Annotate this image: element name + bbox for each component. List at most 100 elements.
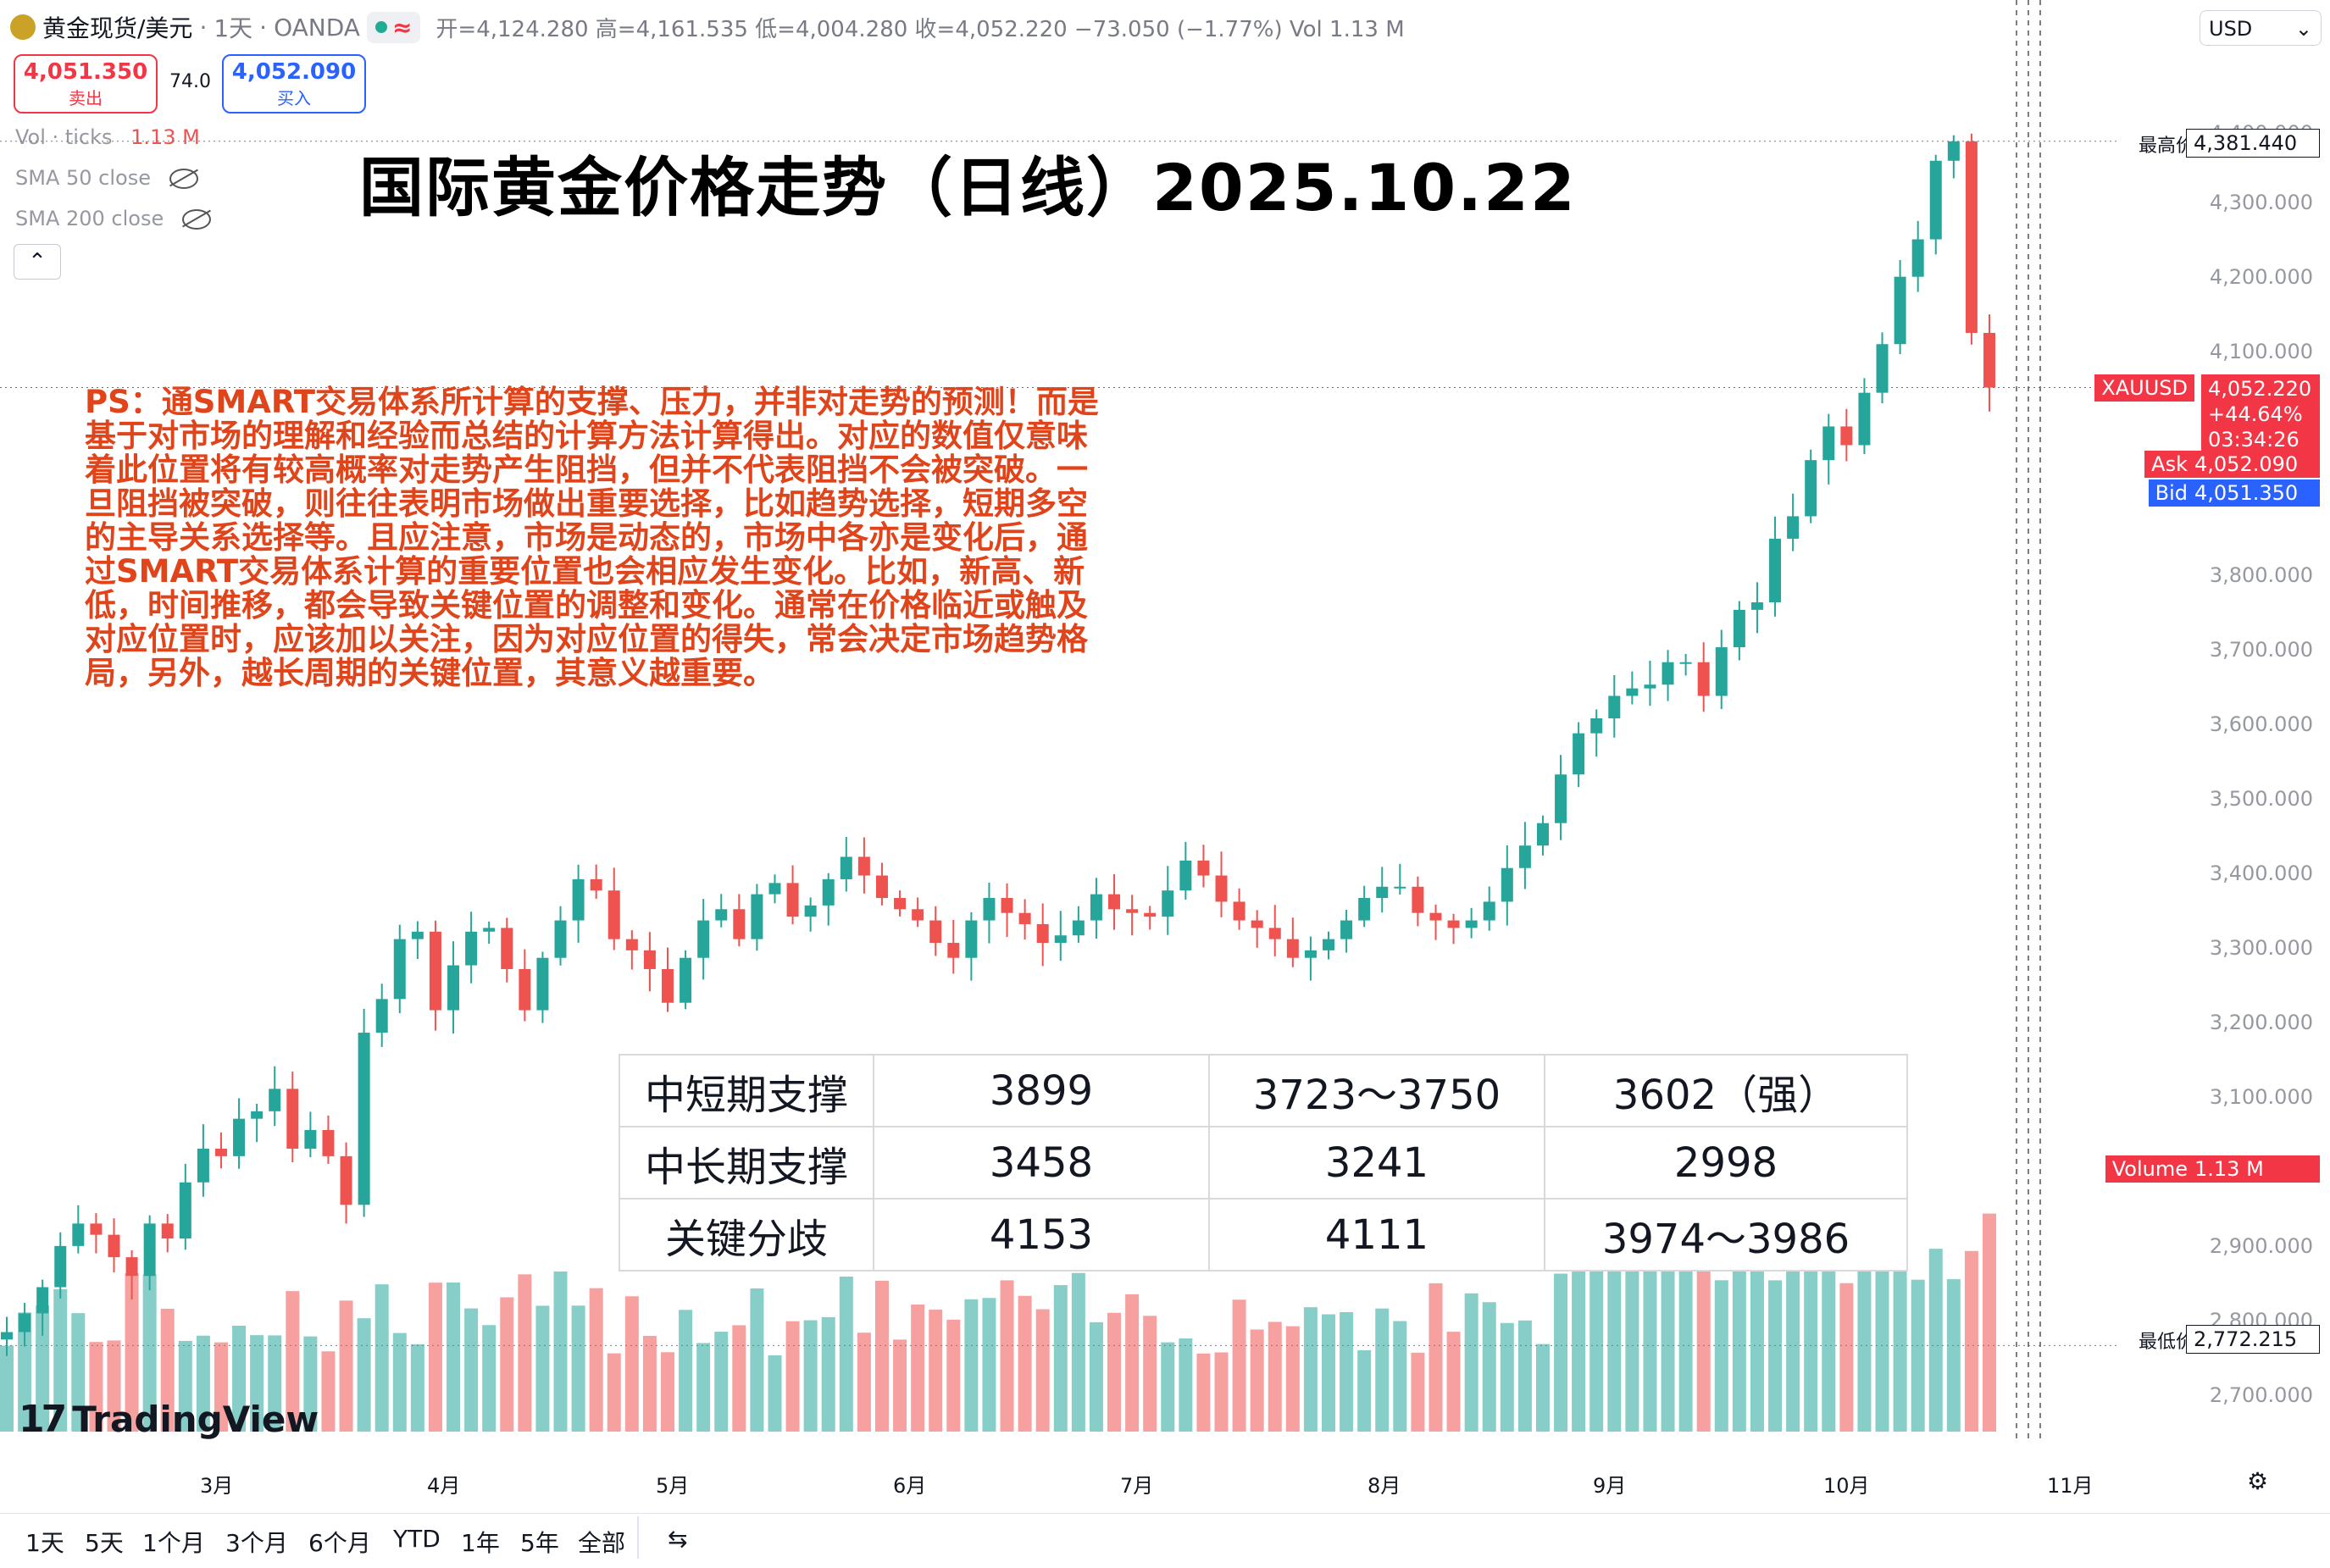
month-label: 10月 (1823, 1474, 1870, 1498)
collapse-indicators-button[interactable]: ⌃ (14, 244, 61, 280)
volume-bar (1696, 1243, 1711, 1432)
candle-body (90, 1223, 103, 1235)
candle-body (501, 928, 513, 969)
gold-icon (10, 14, 36, 40)
hidden-eye-icon[interactable] (169, 169, 198, 189)
tradingview-icon: 17 (19, 1398, 67, 1441)
timeframe-1d[interactable]: 1天 (25, 1529, 64, 1557)
volume-bar (374, 1284, 389, 1432)
volume-bar (1786, 1266, 1800, 1432)
volume-bar (1393, 1321, 1407, 1432)
market-status-badge[interactable]: ≈ (366, 11, 421, 43)
table-row: 关键分歧 4153 4111 3974～3986 (619, 1198, 1908, 1272)
chart-title: 国际黄金价格走势（日线）2025.10.22 (359, 150, 1577, 225)
candle-body (1822, 426, 1835, 461)
indicator-sma50[interactable]: SMA 50 close (15, 166, 198, 190)
volume-bar (178, 1340, 192, 1432)
volume-bar (1143, 1316, 1157, 1432)
candle-body (1769, 538, 1782, 603)
candle-body (1750, 602, 1763, 610)
settings-gear-icon[interactable]: ⚙ (2247, 1467, 2269, 1495)
volume-bar (36, 1305, 50, 1432)
timeframe-all[interactable]: 全部 (578, 1529, 626, 1557)
candle-body (1947, 141, 1960, 161)
candle-body (161, 1223, 174, 1239)
timeframe-1y[interactable]: 1年 (461, 1529, 500, 1557)
volume-bar (553, 1271, 568, 1432)
volume-bar (1875, 1243, 1889, 1432)
candle-body (697, 920, 710, 958)
indicator-sma200[interactable]: SMA 200 close (15, 207, 211, 230)
price-tick: 3,200.000 (2209, 1011, 2313, 1034)
volume-bar (1893, 1238, 1907, 1432)
volume-bar (714, 1332, 729, 1432)
candle-body (1162, 890, 1174, 917)
timeframe-1m[interactable]: 1个月 (142, 1529, 205, 1557)
tradingview-logo[interactable]: 17 TradingView (19, 1398, 319, 1441)
hidden-eye-icon[interactable] (181, 209, 211, 230)
volume-bar (1340, 1312, 1354, 1432)
volume-bar (1661, 1239, 1675, 1432)
candle-body (1394, 886, 1406, 889)
candle-body (590, 878, 602, 891)
volume-bar (1535, 1344, 1550, 1432)
volume-bar (1928, 1249, 1943, 1432)
candle-body (733, 909, 746, 939)
volume-bar (142, 1274, 157, 1432)
candle-body (143, 1223, 156, 1277)
candle-body (965, 920, 978, 958)
volume-bar (1589, 1235, 1604, 1432)
timeframe-3m[interactable]: 3个月 (225, 1529, 288, 1557)
volume-bar (768, 1355, 782, 1432)
volume-bar (1983, 1213, 1996, 1432)
volume-bar (1411, 1352, 1425, 1432)
volume-bar (1214, 1352, 1229, 1432)
price-tick: 3,600.000 (2209, 712, 2313, 736)
volume-bar (661, 1352, 674, 1432)
date-range-icon[interactable]: ⇆ (668, 1525, 688, 1553)
volume-bar (518, 1274, 532, 1432)
volume-bar (160, 1308, 175, 1432)
volume-bar (18, 1312, 32, 1432)
timeframe-5d[interactable]: 5天 (85, 1529, 124, 1557)
indicator-volume[interactable]: Vol · ticks 1.13 M (15, 125, 200, 149)
candle-body (536, 957, 549, 1011)
candle-body (912, 909, 924, 921)
levels-table: 中短期支撑 3899 3723～3750 3602（强） 中长期支撑 3458 … (619, 1054, 1908, 1272)
candle-body (804, 905, 817, 917)
volume-bar (125, 1273, 139, 1432)
price-tick: 3,500.000 (2209, 787, 2313, 811)
candle-body (1429, 912, 1442, 921)
volume-bar (1750, 1249, 1764, 1432)
volume-bar (321, 1351, 336, 1432)
volume-bar (1303, 1307, 1318, 1432)
volume-indicator-value: 1.13 M (130, 125, 200, 149)
volume-bar (893, 1339, 907, 1432)
timeframe-ytd[interactable]: YTD (393, 1525, 441, 1553)
buy-button[interactable]: 4,052.090 买入 (222, 54, 366, 114)
candle-body (1805, 460, 1817, 517)
candle-body (875, 875, 888, 899)
candle-body (715, 909, 728, 921)
candle-body (179, 1182, 191, 1239)
candle-body (1733, 609, 1745, 648)
candle-body (483, 928, 496, 932)
timeframe-5y[interactable]: 5年 (520, 1529, 559, 1557)
candle-body (251, 1111, 264, 1119)
candle-body (1358, 898, 1371, 921)
candle-body (1412, 886, 1424, 913)
candle-body (447, 965, 460, 1011)
volume-bar (1429, 1283, 1443, 1432)
volume-bar (89, 1342, 103, 1432)
sell-button[interactable]: 4,051.350 卖出 (14, 54, 158, 114)
timeframe-6m[interactable]: 6个月 (308, 1529, 371, 1557)
candle-body (1197, 860, 1210, 876)
currency-select[interactable]: USD ⌄ (2200, 10, 2322, 46)
price-chart[interactable] (0, 0, 2330, 1508)
volume-bar (1357, 1349, 1372, 1432)
symbol-header[interactable]: 黄金现货/美元 · 1天 · OANDA ≈ 开=4,124.280 高=4,1… (10, 8, 1405, 46)
sell-price: 4,051.350 (23, 59, 148, 85)
candle-body (1518, 845, 1531, 868)
buy-label: 买入 (277, 88, 311, 108)
candle-body (1447, 920, 1460, 928)
